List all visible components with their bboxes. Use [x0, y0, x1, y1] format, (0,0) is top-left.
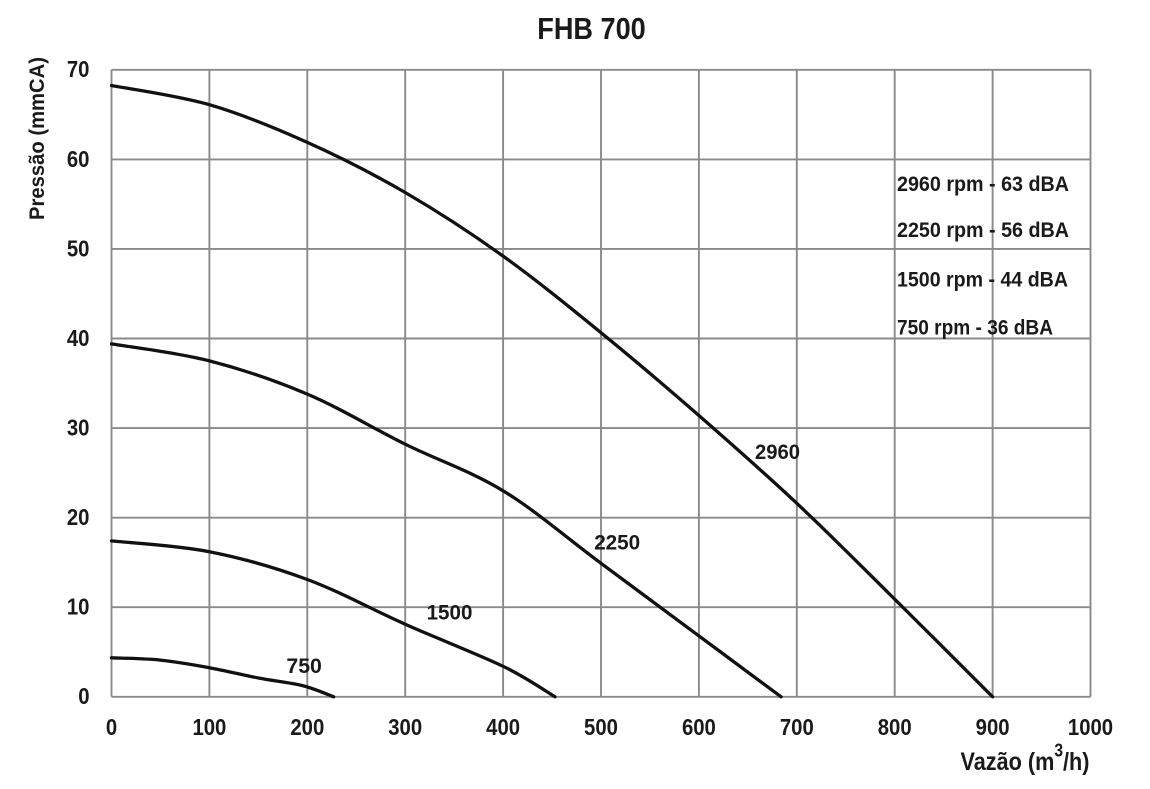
svg-text:50: 50 — [67, 235, 90, 261]
svg-text:900: 900 — [976, 714, 1010, 740]
svg-text:Pressão (mmCA): Pressão (mmCA) — [26, 57, 49, 220]
svg-text:600: 600 — [682, 714, 716, 740]
svg-text:70: 70 — [67, 56, 90, 82]
svg-text:FHB 700: FHB 700 — [537, 11, 646, 46]
svg-text:2250 rpm - 56 dBA: 2250 rpm - 56 dBA — [897, 219, 1069, 242]
svg-text:2960: 2960 — [755, 441, 800, 464]
svg-text:40: 40 — [67, 325, 90, 351]
svg-text:750 rpm - 36 dBA: 750 rpm - 36 dBA — [897, 317, 1053, 340]
svg-text:800: 800 — [878, 714, 912, 740]
svg-text:20: 20 — [67, 504, 90, 530]
svg-text:0: 0 — [78, 683, 89, 709]
svg-text:1500 rpm - 44 dBA: 1500 rpm - 44 dBA — [897, 268, 1068, 291]
svg-text:300: 300 — [388, 714, 422, 740]
svg-text:500: 500 — [584, 714, 618, 740]
svg-text:700: 700 — [780, 714, 814, 740]
svg-text:30: 30 — [67, 415, 90, 441]
svg-text:1000: 1000 — [1068, 714, 1113, 740]
svg-text:1500: 1500 — [427, 602, 473, 625]
svg-text:100: 100 — [192, 714, 226, 740]
svg-text:10: 10 — [67, 594, 90, 620]
svg-text:750: 750 — [286, 655, 322, 678]
svg-text:200: 200 — [290, 714, 324, 740]
svg-text:2250: 2250 — [594, 532, 640, 555]
svg-text:60: 60 — [67, 146, 90, 172]
svg-text:400: 400 — [486, 714, 520, 740]
svg-text:0: 0 — [106, 714, 117, 740]
svg-text:2960 rpm - 63 dBA: 2960 rpm - 63 dBA — [897, 173, 1069, 196]
